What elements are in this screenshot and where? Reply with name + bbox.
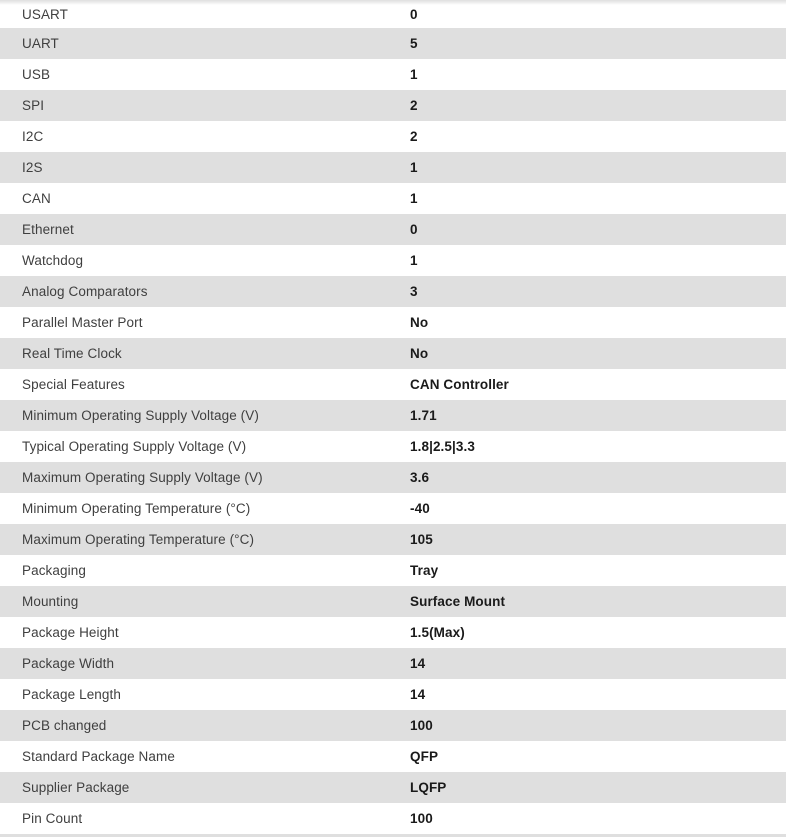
- spec-label: Special Features: [22, 377, 125, 392]
- spec-value: CAN Controller: [410, 377, 509, 392]
- spec-value: 14: [410, 656, 426, 671]
- spec-value: 3: [410, 284, 418, 299]
- spec-value: 0: [410, 6, 418, 22]
- spec-label: Typical Operating Supply Voltage (V): [22, 439, 247, 454]
- table-row: PCB changed 100: [0, 710, 786, 741]
- spec-label: Supplier Package: [22, 780, 130, 795]
- spec-value: 1.5(Max): [410, 625, 465, 640]
- spec-label: Package Length: [22, 687, 121, 702]
- table-row: SPI 2: [0, 90, 786, 121]
- spec-label: Parallel Master Port: [22, 315, 143, 330]
- spec-label: Standard Package Name: [22, 749, 175, 764]
- spec-label: Real Time Clock: [22, 346, 122, 361]
- spec-value: 1: [410, 253, 418, 268]
- table-row: I2C 2: [0, 121, 786, 152]
- table-row: UART 5: [0, 28, 786, 59]
- spec-value: 2: [410, 129, 418, 144]
- table-row: Real Time Clock No: [0, 338, 786, 369]
- spec-value: 1: [410, 191, 418, 206]
- spec-label: Minimum Operating Supply Voltage (V): [22, 408, 259, 423]
- table-row: Package Width 14: [0, 648, 786, 679]
- spec-label: PCB changed: [22, 718, 107, 733]
- table-row: Ethernet 0: [0, 214, 786, 245]
- table-row: Special Features CAN Controller: [0, 369, 786, 400]
- spec-value: Surface Mount: [410, 594, 506, 609]
- spec-label: CAN: [22, 191, 51, 206]
- spec-value: LQFP: [410, 780, 447, 795]
- table-row: Typical Operating Supply Voltage (V) 1.8|…: [0, 431, 786, 462]
- spec-value: 2: [410, 98, 418, 113]
- spec-value: Tray: [410, 563, 439, 578]
- table-row: Package Height 1.5(Max): [0, 617, 786, 648]
- spec-value: 0: [410, 222, 418, 237]
- spec-label: I2S: [22, 160, 43, 175]
- spec-label: SPI: [22, 98, 45, 113]
- spec-value: 1.71: [410, 408, 437, 423]
- spec-label: Analog Comparators: [22, 284, 148, 299]
- spec-value: 5: [410, 36, 418, 51]
- spec-value: 1: [410, 67, 418, 82]
- spec-value: QFP: [410, 749, 439, 764]
- table-row: Maximum Operating Supply Voltage (V) 3.6: [0, 462, 786, 493]
- spec-label: Packaging: [22, 563, 86, 578]
- spec-label: USART: [22, 6, 69, 22]
- spec-label: Maximum Operating Supply Voltage (V): [22, 470, 263, 485]
- table-row: Supplier Package LQFP: [0, 772, 786, 803]
- spec-label: Pin Count: [22, 811, 83, 826]
- spec-label: Maximum Operating Temperature (°C): [22, 532, 255, 547]
- spec-label: UART: [22, 36, 59, 51]
- table-row: Minimum Operating Supply Voltage (V) 1.71: [0, 400, 786, 431]
- table-row: Mounting Surface Mount: [0, 586, 786, 617]
- spec-value: No: [410, 346, 429, 361]
- table-row: USB 1: [0, 59, 786, 90]
- spec-value: 14: [410, 687, 426, 702]
- table-row: CAN 1: [0, 183, 786, 214]
- table-row: Pin Count 100: [0, 803, 786, 834]
- spec-label: Ethernet: [22, 222, 74, 237]
- table-row: Standard Package Name QFP: [0, 741, 786, 772]
- spec-label: Package Width: [22, 656, 115, 671]
- spec-label: Watchdog: [22, 253, 84, 268]
- spec-value: 1: [410, 160, 418, 175]
- partial-next-row: [0, 834, 786, 837]
- spec-value: 105: [410, 532, 433, 547]
- table-row: I2S 1: [0, 152, 786, 183]
- table-row: Analog Comparators 3: [0, 276, 786, 307]
- spec-value: -40: [410, 501, 430, 516]
- table-row: Packaging Tray: [0, 555, 786, 586]
- spec-label: I2C: [22, 129, 44, 144]
- spec-label: Package Height: [22, 625, 119, 640]
- table-row: USART 0: [0, 0, 786, 28]
- spec-value: 1.8|2.5|3.3: [410, 439, 475, 454]
- spec-label: USB: [22, 67, 51, 82]
- table-row: Minimum Operating Temperature (°C) -40: [0, 493, 786, 524]
- spec-label: Mounting: [22, 594, 79, 609]
- table-row: Maximum Operating Temperature (°C) 105: [0, 524, 786, 555]
- spec-value: 100: [410, 811, 433, 826]
- spec-value: 100: [410, 718, 433, 733]
- table-row: Watchdog 1: [0, 245, 786, 276]
- table-row: Parallel Master Port No: [0, 307, 786, 338]
- spec-value: No: [410, 315, 429, 330]
- spec-value: 3.6: [410, 470, 430, 485]
- spec-label: Minimum Operating Temperature (°C): [22, 501, 251, 516]
- table-row: Package Length 14: [0, 679, 786, 710]
